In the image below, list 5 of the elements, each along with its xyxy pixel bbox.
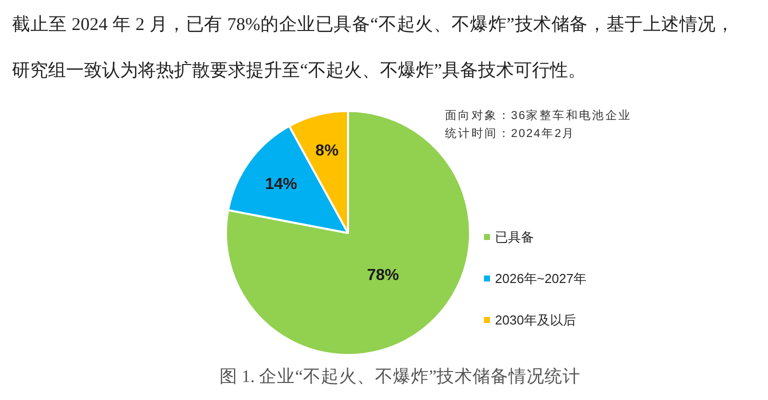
note: 统计时间：2024年2月 bbox=[445, 128, 576, 140]
legend-label: 已具备 bbox=[495, 230, 534, 244]
caption: 图 1. 企业“不起火、不爆炸”技术储备情况统计 bbox=[219, 366, 581, 386]
note: 面向对象：36家整车和电池企业 bbox=[445, 110, 632, 122]
paragraph: 截止至 2024 年 2 月，已有 78%的企业已具备“不起火、不爆炸”技术储备，基于上述情况，研究组一致认为将热扩散要求提升至“不起火、不爆炸”具备技术可行性。 bbox=[12, 13, 734, 82]
